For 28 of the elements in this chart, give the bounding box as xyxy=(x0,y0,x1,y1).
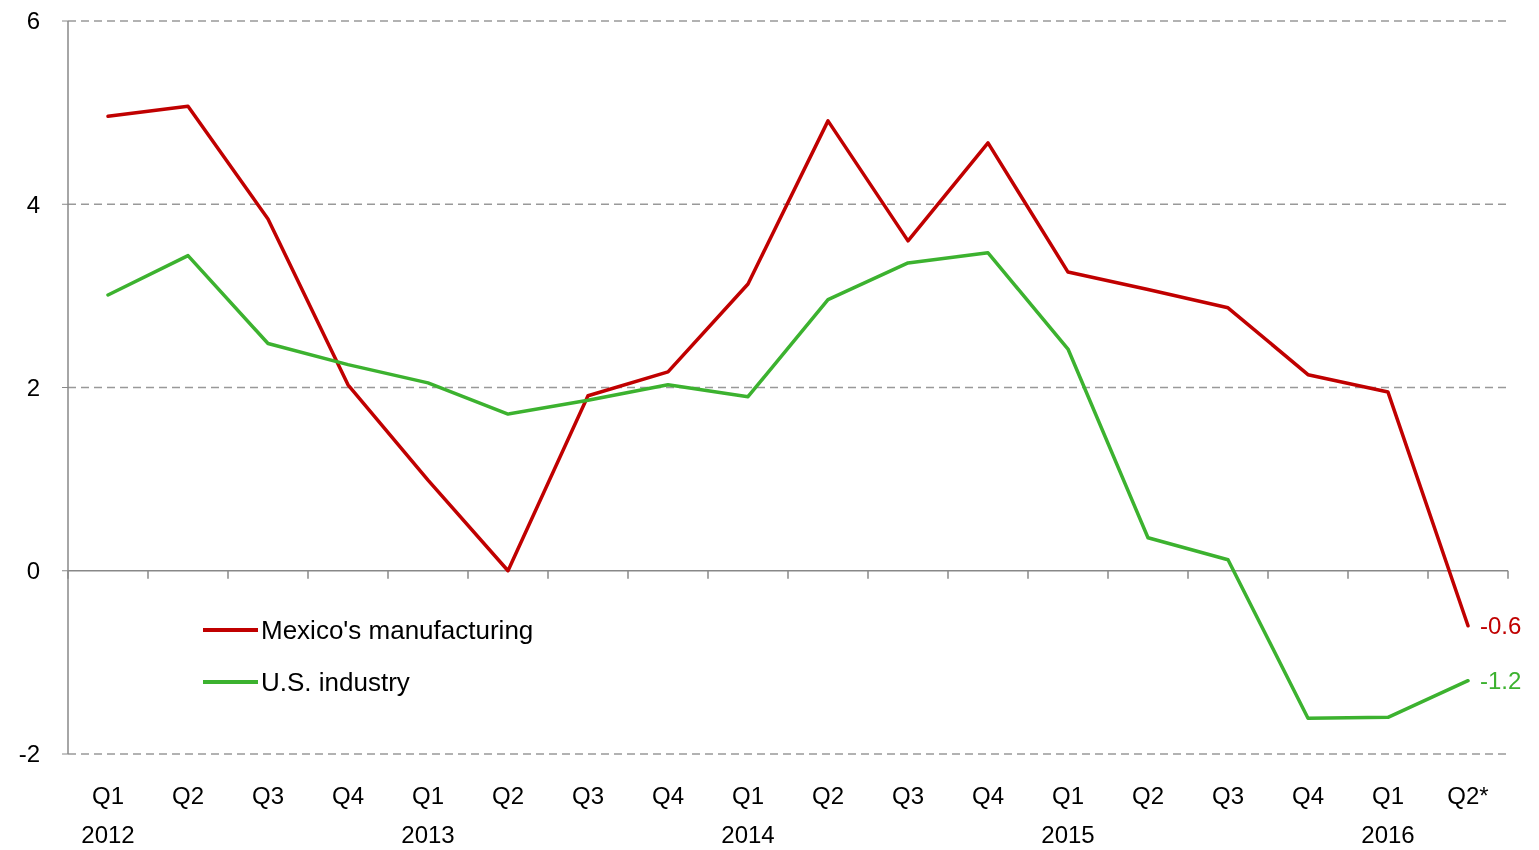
x-tick-label: Q2 xyxy=(171,782,205,809)
y-tick-label: -2 xyxy=(18,740,40,768)
x-tick-label: Q1 2016 xyxy=(1361,782,1415,848)
y-tick-label: 2 xyxy=(26,373,40,401)
legend-label: U.S. industry xyxy=(261,667,410,698)
x-tick-label: Q3 xyxy=(891,782,925,809)
x-tick-label: Q3 xyxy=(571,782,605,809)
x-tick-label: Q4 xyxy=(651,782,685,809)
y-tick-label: 6 xyxy=(26,7,40,35)
x-tick-label: Q2 xyxy=(491,782,525,809)
x-tick-label: Q3 xyxy=(251,782,285,809)
x-tick-label: Q1 2013 xyxy=(401,782,455,848)
data-label: -0.6 xyxy=(1480,612,1522,640)
x-tick-label: Q3 xyxy=(1211,782,1245,809)
x-tick-label: Q1 2014 xyxy=(721,782,775,848)
y-tick-label: 0 xyxy=(26,557,40,585)
y-tick-label: 4 xyxy=(26,190,40,218)
line-series xyxy=(106,251,1470,721)
data-label: -1.2 xyxy=(1480,667,1522,695)
x-tick-label: Q4 xyxy=(971,782,1005,809)
x-tick-label: Q2 xyxy=(1131,782,1165,809)
x-tick-label: Q4 xyxy=(331,782,365,809)
x-tick-label: Q2* xyxy=(1447,782,1489,809)
x-tick-label: Q4 xyxy=(1291,782,1325,809)
x-tick-label: Q1 2012 xyxy=(81,782,135,848)
legend-label: Mexico's manufacturing xyxy=(261,615,534,646)
x-tick-label: Q2 xyxy=(811,782,845,809)
x-tick-label: Q1 2015 xyxy=(1041,782,1095,848)
